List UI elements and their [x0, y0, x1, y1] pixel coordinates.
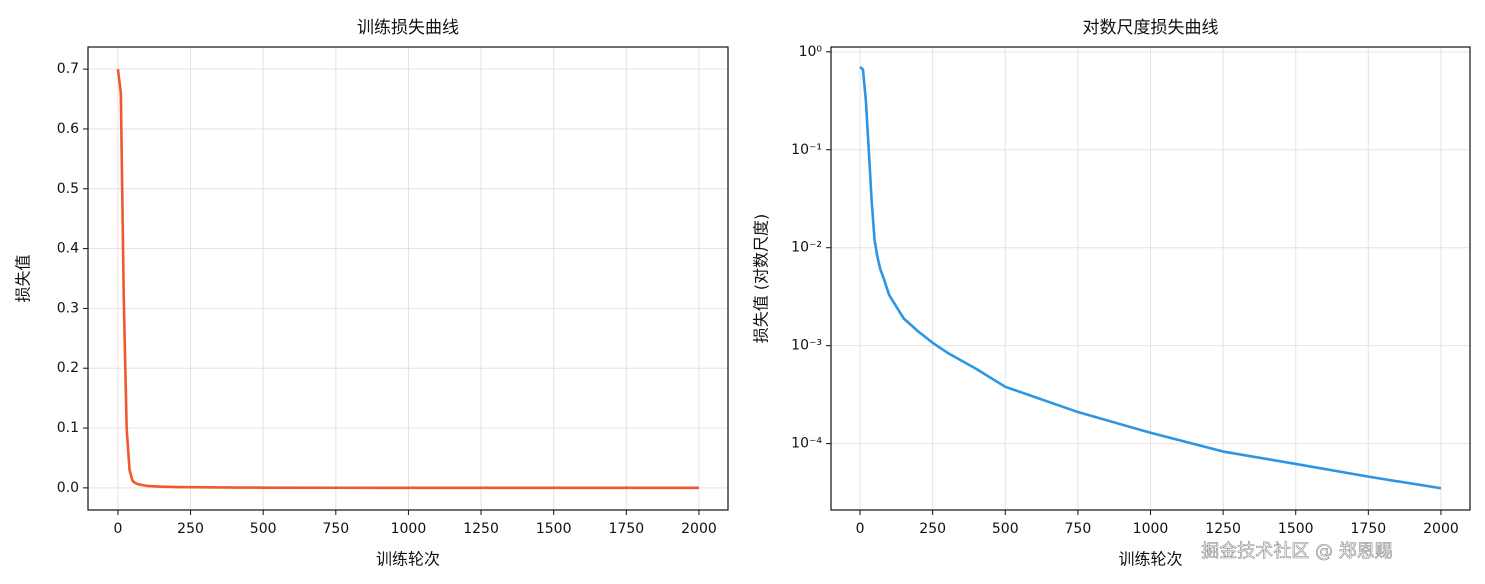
- plot-frame: [87, 46, 729, 511]
- y-tick-label: 0.5: [57, 181, 79, 197]
- x-tick-label: 500: [992, 521, 1019, 537]
- plot-frame: [830, 46, 1471, 511]
- y-tick-label: 0.6: [57, 121, 79, 137]
- loss-line: [859, 66, 1442, 490]
- y-tick-label: 0.7: [57, 61, 79, 77]
- y-tick-label: 10⁻³: [791, 338, 822, 354]
- watermark: 掘金技术社区 @ 郑恩赐: [1201, 541, 1392, 562]
- y-axis-label: 损失值: [14, 254, 33, 302]
- x-tick-label: 250: [919, 521, 946, 537]
- x-tick-label: 1500: [1278, 521, 1314, 537]
- y-axis-label: 损失值 (对数尺度): [752, 214, 771, 344]
- chart-title: 对数尺度损失曲线: [1083, 18, 1219, 38]
- x-axis-label: 训练轮次: [1118, 550, 1182, 569]
- x-tick-label: 1250: [1205, 521, 1241, 537]
- x-tick-label: 750: [322, 521, 349, 537]
- x-axis-label: 训练轮次: [376, 550, 440, 569]
- x-tick-label: 250: [177, 521, 204, 537]
- loss-line: [116, 68, 699, 490]
- x-tick-label: 1750: [1351, 521, 1387, 537]
- y-tick-label: 10⁻⁴: [791, 436, 822, 452]
- x-tick-label: 1750: [609, 521, 645, 537]
- x-tick-label: 2000: [681, 521, 717, 537]
- y-tick-label: 0.3: [57, 300, 79, 316]
- y-tick-label: 0.4: [57, 241, 79, 257]
- x-tick-label: 1250: [463, 521, 499, 537]
- x-tick-label: 2000: [1423, 521, 1459, 537]
- chart-title: 训练损失曲线: [357, 18, 459, 38]
- x-tick-label: 500: [250, 521, 277, 537]
- x-tick-label: 750: [1065, 521, 1092, 537]
- y-tick-label: 10⁰: [799, 44, 823, 60]
- x-tick-label: 0: [113, 521, 122, 537]
- y-tick-label: 0.2: [57, 360, 79, 376]
- y-tick-label: 0.0: [57, 480, 79, 496]
- x-tick-label: 1500: [536, 521, 572, 537]
- y-tick-label: 10⁻²: [791, 240, 822, 256]
- x-tick-label: 1000: [1133, 521, 1169, 537]
- y-tick-label: 10⁻¹: [791, 142, 822, 158]
- x-tick-label: 1000: [391, 521, 427, 537]
- x-tick-label: 0: [856, 521, 865, 537]
- y-tick-label: 0.1: [57, 420, 79, 436]
